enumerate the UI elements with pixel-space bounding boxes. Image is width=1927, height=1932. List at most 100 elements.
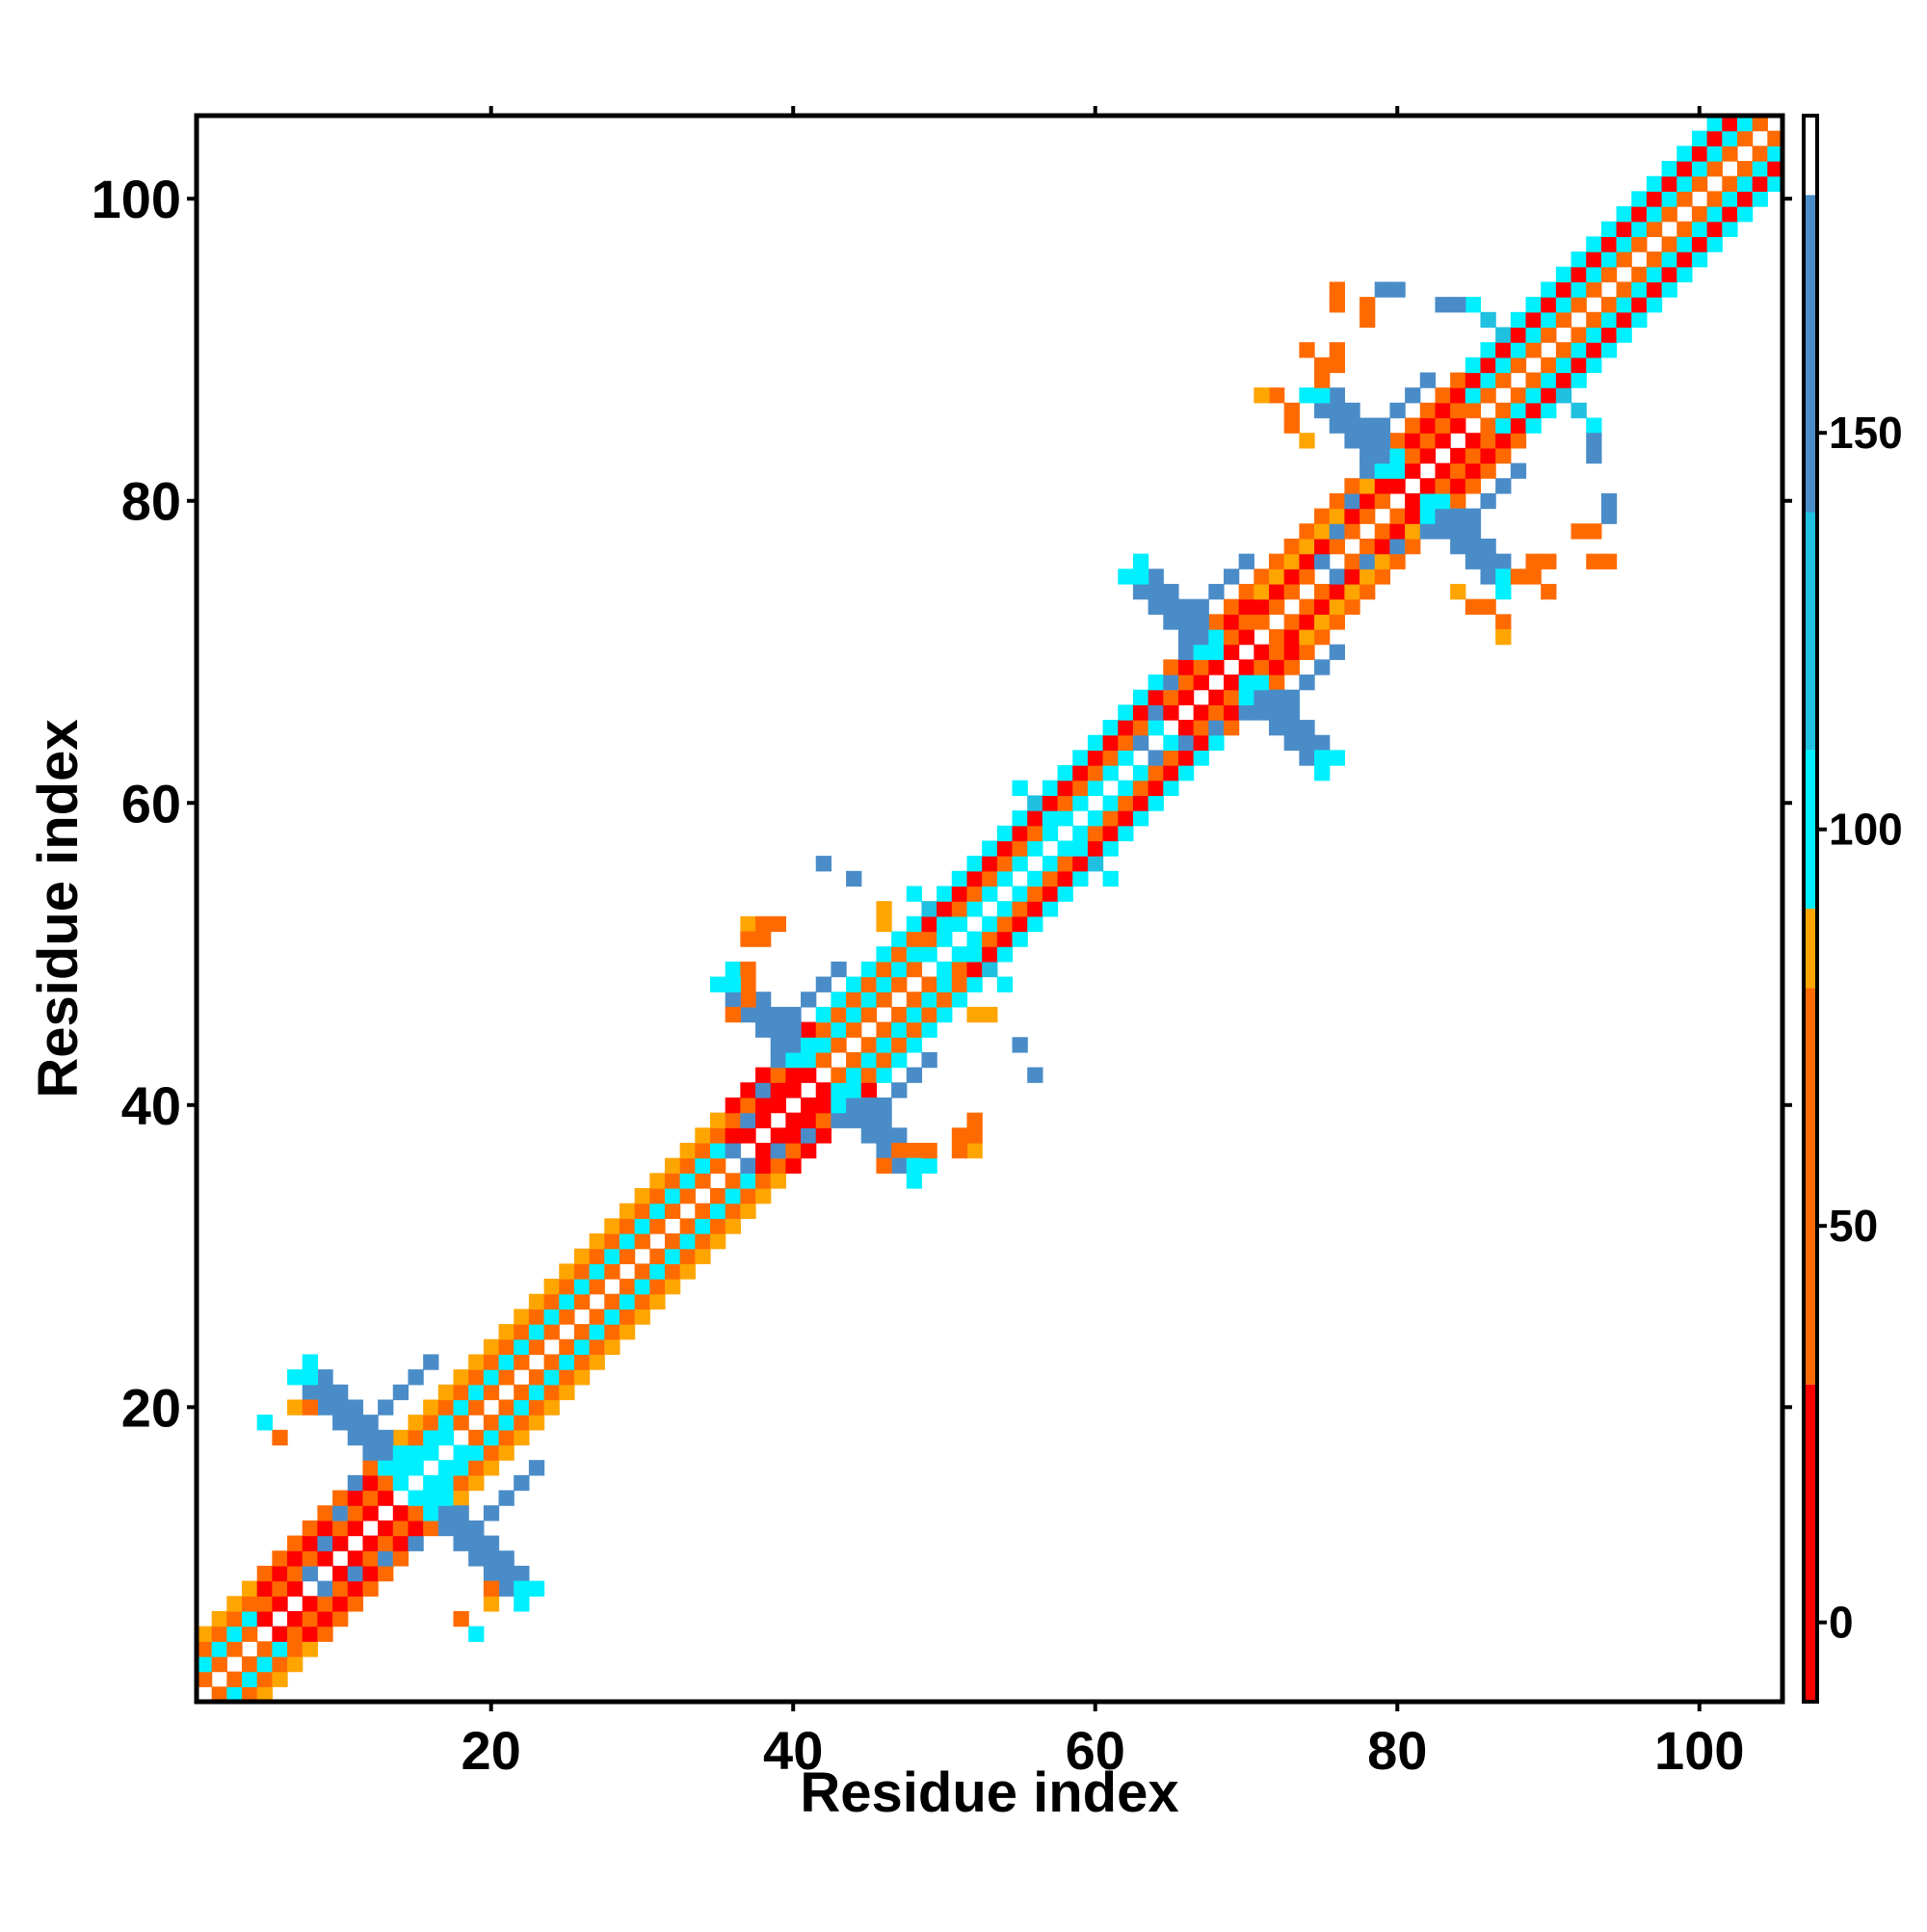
heatmap-cell: [1359, 508, 1376, 524]
heatmap-cell: [604, 1324, 620, 1340]
heatmap-cell: [1525, 342, 1542, 358]
heatmap-cell: [1238, 689, 1254, 705]
heatmap-cell: [937, 992, 953, 1008]
heatmap-cell: [1480, 492, 1496, 510]
heatmap-cell: [498, 1354, 515, 1370]
x-axis-title: Residue index: [800, 1761, 1178, 1824]
heatmap-cell: [1012, 840, 1028, 857]
heatmap-cell: [362, 1444, 379, 1461]
heatmap-cell: [951, 1142, 968, 1159]
heatmap-cell: [483, 1369, 500, 1386]
heatmap-cell: [937, 961, 953, 978]
heatmap-cell: [1374, 523, 1391, 540]
heatmap-cell: [483, 1354, 500, 1370]
heatmap-cell: [860, 1097, 878, 1114]
heatmap-cell: [649, 1248, 666, 1264]
heatmap-cell: [468, 1354, 485, 1370]
heatmap-cell: [543, 1399, 560, 1416]
heatmap-cell: [740, 1188, 756, 1204]
heatmap-cell: [1706, 116, 1723, 132]
heatmap-cell: [362, 1565, 379, 1582]
heatmap-cell: [1525, 372, 1542, 388]
heatmap-cell: [332, 1505, 349, 1522]
heatmap-cell: [1450, 297, 1466, 313]
heatmap-cell: [679, 1173, 696, 1189]
heatmap-cell: [1676, 161, 1693, 177]
heatmap-cell: [1646, 206, 1663, 223]
heatmap-cell: [528, 1384, 545, 1401]
heatmap-cell: [740, 1006, 756, 1023]
heatmap-cell: [1525, 387, 1542, 404]
heatmap-cell: [468, 1444, 485, 1461]
heatmap-cell: [498, 1369, 515, 1386]
heatmap-cell: [1767, 161, 1783, 177]
heatmap-cell: [1027, 870, 1043, 887]
heatmap-cell: [317, 1626, 333, 1642]
heatmap-cell: [996, 931, 1014, 947]
heatmap-cell: [966, 1112, 983, 1128]
heatmap-cell: [514, 1384, 530, 1401]
heatmap-cell: [1419, 417, 1437, 434]
heatmap-cell: [362, 1490, 379, 1506]
heatmap-cell: [1646, 221, 1663, 238]
heatmap-cell: [498, 1399, 515, 1416]
heatmap-cell: [1450, 402, 1466, 419]
colorbar-bin: [1804, 116, 1817, 196]
heatmap-cell: [1132, 795, 1149, 811]
heatmap-cell: [679, 1233, 696, 1250]
heatmap-cell: [664, 1279, 681, 1295]
heatmap-cell: [1314, 402, 1331, 419]
heatmap-cell: [332, 1596, 349, 1612]
heatmap-cell: [1661, 251, 1677, 268]
heatmap-cell: [528, 1399, 545, 1416]
heatmap-cell: [1027, 840, 1043, 857]
heatmap-cell: [876, 1067, 892, 1083]
heatmap-cell: [1223, 644, 1240, 660]
heatmap-cell: [801, 1051, 817, 1069]
heatmap-cell: [937, 931, 953, 947]
heatmap-cell: [559, 1338, 575, 1356]
heatmap-cell: [378, 1490, 394, 1506]
heatmap-cell: [1435, 508, 1451, 524]
heatmap-cell: [1359, 492, 1376, 510]
heatmap-cell: [1102, 870, 1119, 887]
heatmap-cell: [1752, 116, 1768, 132]
y-tick-label: 80: [121, 471, 181, 532]
heatmap-cell: [891, 961, 908, 978]
heatmap-cell: [785, 1157, 802, 1174]
heatmap-cell: [1299, 720, 1315, 736]
heatmap-cell: [332, 1399, 349, 1416]
heatmap-cell: [982, 915, 998, 933]
heatmap-cell: [1238, 659, 1254, 675]
heatmap-cell: [1616, 311, 1632, 329]
heatmap-cell: [302, 1550, 319, 1567]
heatmap-cell: [483, 1338, 500, 1356]
plot-frame: [194, 113, 1785, 1705]
heatmap-cell: [1661, 206, 1677, 223]
heatmap-cell: [1646, 191, 1663, 207]
heatmap-cell: [1254, 598, 1270, 615]
x-tick-label: 60: [1066, 1720, 1125, 1781]
heatmap-cell: [1405, 417, 1421, 434]
heatmap-cell: [347, 1550, 364, 1567]
heatmap-cell: [1329, 569, 1345, 585]
heatmap-cell: [1314, 538, 1331, 555]
heatmap-cell: [1193, 750, 1209, 766]
heatmap-cell: [1374, 281, 1391, 298]
heatmap-cell: [1631, 206, 1648, 223]
heatmap-cell: [589, 1248, 605, 1264]
heatmap-cell: [1193, 675, 1209, 691]
heatmap-cell: [906, 1006, 923, 1023]
heatmap-cell: [709, 1188, 726, 1204]
heatmap-cell: [287, 1369, 304, 1386]
heatmap-cell: [332, 1535, 349, 1551]
heatmap-cell: [1510, 387, 1527, 404]
heatmap-cell: [921, 1006, 937, 1023]
heatmap-cell: [1012, 915, 1028, 933]
heatmap-cell: [302, 1354, 319, 1370]
heatmap-cell: [1374, 478, 1391, 494]
heatmap-cell: [453, 1460, 469, 1476]
heatmap-cell: [1299, 734, 1315, 751]
heatmap-cell: [1465, 478, 1482, 494]
heatmap-cell: [347, 1399, 364, 1416]
